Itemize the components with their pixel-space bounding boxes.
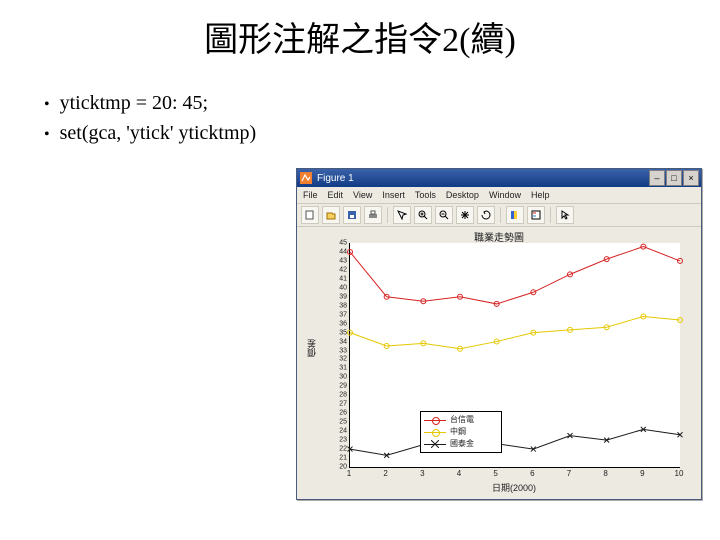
maximize-button[interactable]: □ <box>666 170 682 186</box>
menu-insert[interactable]: Insert <box>382 190 405 200</box>
close-button[interactable]: × <box>683 170 699 186</box>
bullet-dot: • <box>44 123 50 147</box>
open-icon[interactable] <box>322 206 340 224</box>
menu-view[interactable]: View <box>353 190 372 200</box>
rotate-icon[interactable] <box>477 206 495 224</box>
menubar: File Edit View Insert Tools Desktop Wind… <box>297 187 701 204</box>
bullet-item: • yticktmp = 20: 45; <box>44 88 256 118</box>
plot-area: 職業走勢圖 價差 2021222324252627282930313233343… <box>303 229 695 493</box>
toolbar-separator <box>500 207 501 223</box>
menu-file[interactable]: File <box>303 190 318 200</box>
minimize-button[interactable]: – <box>649 170 665 186</box>
menu-help[interactable]: Help <box>531 190 550 200</box>
zoom-out-icon[interactable] <box>435 206 453 224</box>
cursor-icon[interactable] <box>556 206 574 224</box>
legend-label: 中鋼 <box>450 426 466 438</box>
legend[interactable]: 台信電 中鋼 國泰金 <box>420 411 502 453</box>
matlab-figure-icon <box>299 171 313 185</box>
y-axis-label: 價差 <box>305 339 318 357</box>
menu-window[interactable]: Window <box>489 190 521 200</box>
chart-lines <box>350 243 680 467</box>
legend-item: 台信電 <box>424 414 498 426</box>
bullet-list: • yticktmp = 20: 45; • set(gca, 'ytick' … <box>44 88 256 148</box>
figure-window: Figure 1 – □ × File Edit View Insert Too… <box>296 168 702 500</box>
toolbar-separator <box>387 207 388 223</box>
x-axis-label: 日期(2000) <box>349 481 679 494</box>
menu-desktop[interactable]: Desktop <box>446 190 479 200</box>
toolbar-separator <box>550 207 551 223</box>
titlebar[interactable]: Figure 1 – □ × <box>297 169 701 187</box>
slide-title: 圖形注解之指令2(續) <box>0 12 720 61</box>
legend-item: 中鋼 <box>424 426 498 438</box>
window-buttons: – □ × <box>649 170 699 186</box>
legend-icon[interactable] <box>527 206 545 224</box>
legend-item: 國泰金 <box>424 438 498 450</box>
menu-tools[interactable]: Tools <box>415 190 436 200</box>
chart-title: 職業走勢圖 <box>303 229 695 244</box>
print-icon[interactable] <box>364 206 382 224</box>
y-tick-labels: 2021222324252627282930313233343536373839… <box>323 243 347 467</box>
zoom-in-icon[interactable] <box>414 206 432 224</box>
colorbar-icon[interactable] <box>506 206 524 224</box>
toolbar <box>297 204 701 227</box>
menu-edit[interactable]: Edit <box>328 190 344 200</box>
new-icon[interactable] <box>301 206 319 224</box>
bullet-text: yticktmp = 20: 45; <box>60 88 209 118</box>
save-icon[interactable] <box>343 206 361 224</box>
bullet-dot: • <box>44 93 50 117</box>
bullet-item: • set(gca, 'ytick' yticktmp) <box>44 118 256 148</box>
legend-label: 台信電 <box>450 414 474 426</box>
slide: 圖形注解之指令2(續) • yticktmp = 20: 45; • set(g… <box>0 0 720 540</box>
legend-label: 國泰金 <box>450 438 474 450</box>
window-title: Figure 1 <box>317 173 649 184</box>
pan-icon[interactable] <box>456 206 474 224</box>
axes[interactable]: 台信電 中鋼 國泰金 <box>349 243 680 468</box>
bullet-text: set(gca, 'ytick' yticktmp) <box>60 118 257 148</box>
data-cursor-icon[interactable] <box>393 206 411 224</box>
